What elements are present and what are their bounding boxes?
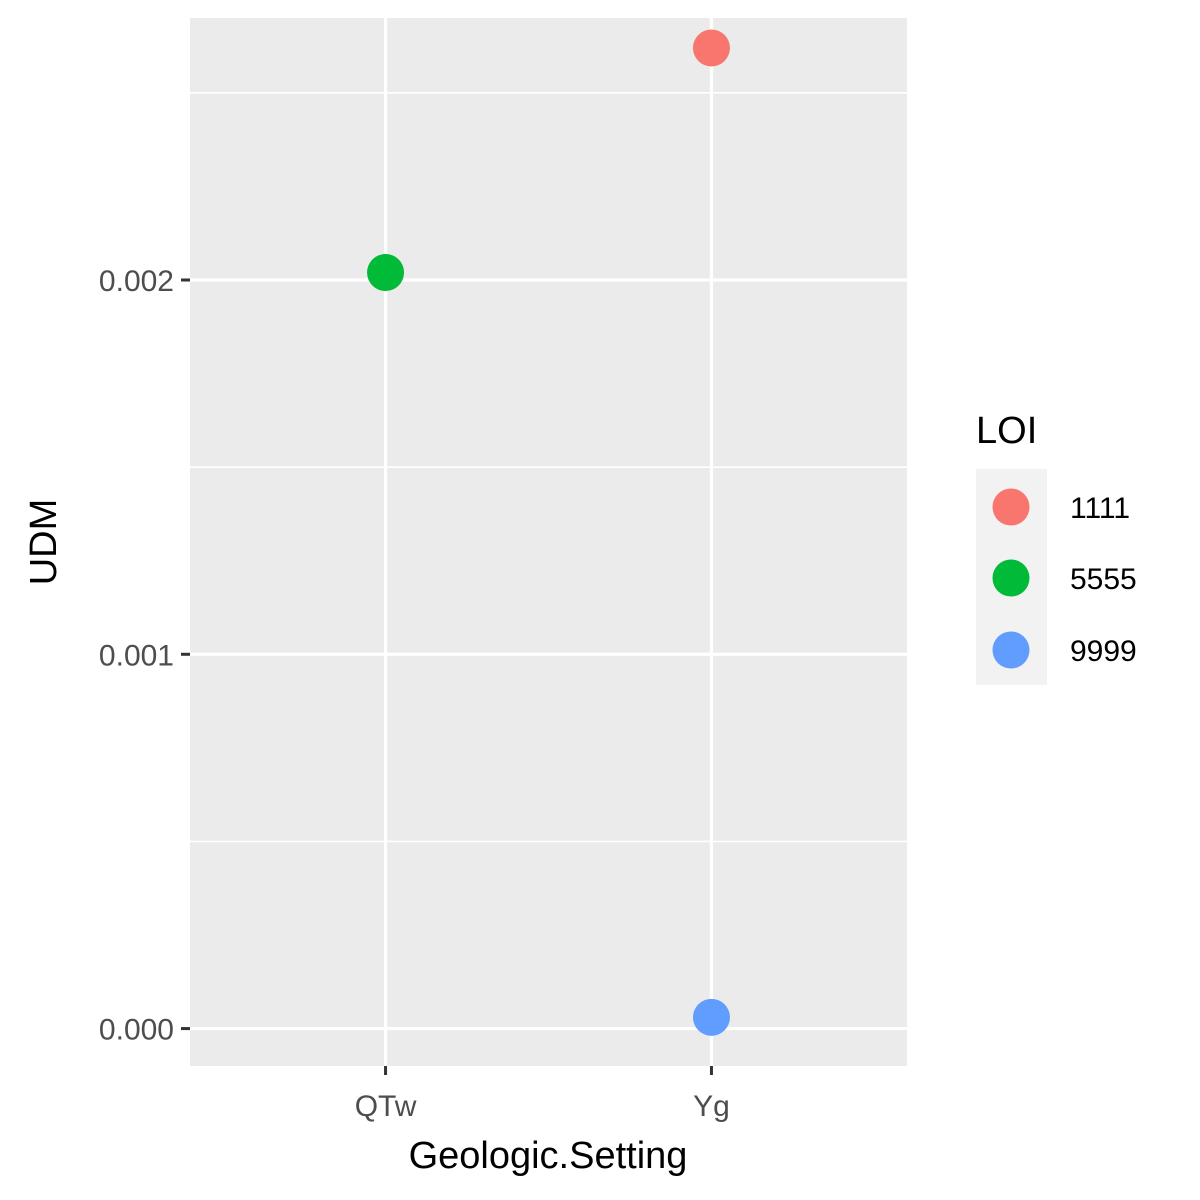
legend-label: 5555 — [1070, 563, 1137, 596]
x-tick-label: Yg — [693, 1090, 730, 1123]
legend-key — [992, 559, 1030, 597]
y-axis: 0.000 0.001 0.002 — [99, 265, 190, 1047]
legend: LOI 1111 5555 9999 — [976, 410, 1137, 685]
legend-title: LOI — [976, 410, 1037, 452]
data-point — [692, 998, 730, 1036]
data-point — [367, 254, 405, 292]
x-tick-label: QTw — [355, 1090, 417, 1123]
y-tick-label: 0.002 — [99, 265, 174, 298]
legend-key — [992, 488, 1030, 526]
x-axis-title: Geologic.Setting — [409, 1135, 688, 1177]
y-tick-label: 0.001 — [99, 639, 174, 672]
legend-label: 9999 — [1070, 635, 1137, 668]
y-tick-label: 0.000 — [99, 1014, 174, 1047]
data-point — [692, 29, 730, 67]
y-axis-title: UDM — [23, 499, 65, 586]
major-gridlines — [190, 18, 907, 1066]
legend-label: 1111 — [1070, 492, 1130, 525]
minor-gridlines — [190, 92, 907, 843]
x-axis: QTw Yg — [355, 1066, 730, 1123]
legend-key — [992, 631, 1030, 669]
plot-panel — [190, 18, 907, 1066]
data-points — [367, 29, 730, 1036]
